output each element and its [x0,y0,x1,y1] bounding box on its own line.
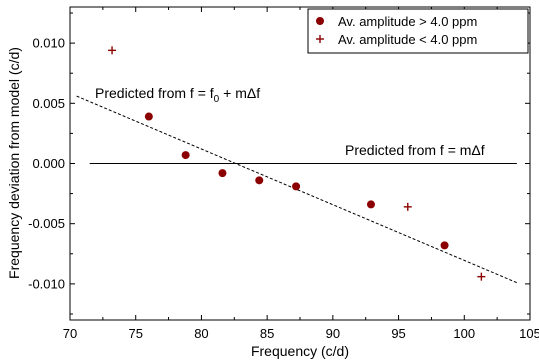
annotation-zero-model: Predicted from f = mΔf [345,142,485,158]
x-tick-label: 105 [519,326,539,341]
x-tick-label: 80 [194,326,208,341]
annotation-offset-model: Predicted from f = f0 + mΔf [95,85,260,105]
x-tick-label: 70 [63,326,77,341]
legend-label-low-amplitude: Av. amplitude < 4.0 ppm [338,32,477,47]
y-axis-ticks: 0.010 0.005 0.000 -0.005 -0.010 [28,12,530,315]
data-point-high-amplitude [440,241,449,250]
legend: Av. amplitude > 4.0 ppm Av. amplitude < … [307,8,529,54]
legend-label-high-amplitude: Av. amplitude > 4.0 ppm [338,14,477,29]
y-tick-label: 0.010 [32,36,65,51]
y-tick-label: 0.005 [32,96,65,111]
x-tick-label: 85 [260,326,274,341]
data-point-high-amplitude [366,200,375,209]
data-point-high-amplitude [292,182,301,191]
y-axis-label: Frequency deviation from model (c/d) [6,47,22,279]
data-points [108,46,486,281]
data-point-high-amplitude [181,151,190,160]
data-point-low-amplitude [403,202,412,211]
x-axis-ticks: 70 75 80 85 90 95 100 105 [63,7,539,341]
y-tick-label: -0.005 [28,216,65,231]
x-tick-label: 75 [128,326,142,341]
y-tick-label: 0.000 [32,156,65,171]
x-tick-label: 90 [326,326,340,341]
x-tick-label: 100 [453,326,475,341]
data-point-low-amplitude [477,272,486,281]
legend-plus-marker [316,35,324,43]
x-axis-label: Frequency (c/d) [251,343,349,359]
legend-circle-marker [316,17,324,25]
y-tick-label: -0.010 [28,276,65,291]
data-point-high-amplitude [255,176,264,185]
x-tick-label: 95 [391,326,405,341]
data-point-high-amplitude [218,169,227,178]
data-point-high-amplitude [144,112,153,121]
legend-box [307,8,529,54]
reference-lines [76,95,518,284]
data-point-low-amplitude [108,46,117,55]
